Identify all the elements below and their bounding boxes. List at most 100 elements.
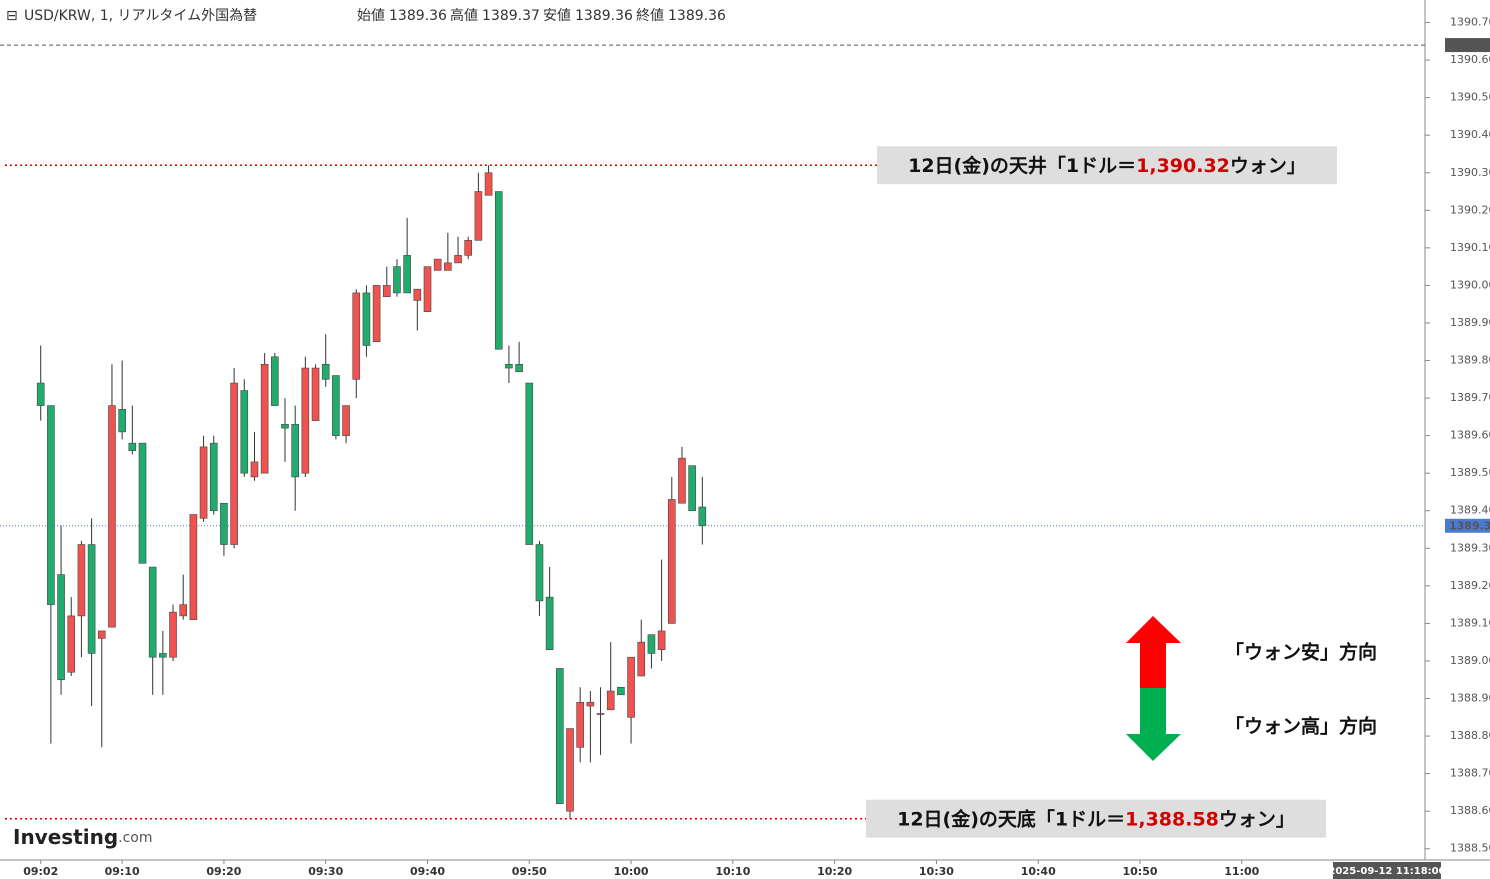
y-tick-label: 1388.50 — [1450, 842, 1490, 855]
y-tick-label: 1389.20 — [1450, 579, 1490, 592]
ohlc-label: 高値 — [450, 7, 478, 24]
candle — [535, 540, 544, 616]
candle — [97, 630, 106, 748]
candle-body — [372, 285, 381, 343]
header-icon: ⊟ — [6, 8, 18, 24]
candle — [108, 364, 116, 628]
y-tick-label: 1389.10 — [1450, 616, 1490, 629]
candle-body — [240, 390, 249, 474]
logo-name: Investing — [13, 825, 118, 849]
candle — [240, 379, 249, 477]
y-tick-label: 1389.00 — [1450, 654, 1490, 667]
candle — [189, 514, 198, 620]
candle — [382, 266, 391, 297]
candle-body — [77, 544, 86, 617]
candle — [576, 687, 584, 763]
y-tick-label: 1389.60 — [1450, 429, 1490, 442]
candle-body — [148, 566, 157, 658]
candle — [372, 285, 381, 343]
x-tick-label: 09:40 — [410, 865, 445, 878]
y-tick-label: 1390.50 — [1450, 91, 1490, 104]
candle-body — [230, 382, 238, 545]
candle — [494, 191, 503, 350]
y-tick-label: 1390.00 — [1450, 278, 1490, 291]
y-tick-label: 1388.70 — [1450, 767, 1490, 780]
candle-body — [566, 728, 574, 812]
candle — [260, 353, 269, 474]
candle — [301, 356, 310, 477]
y-tick-label: 1390.40 — [1450, 128, 1490, 141]
candle-body — [67, 615, 76, 673]
candle — [67, 597, 76, 676]
candle-body — [576, 701, 584, 748]
cursor-label-box — [1333, 862, 1441, 879]
ohlc-value: 1389.36 — [668, 8, 726, 24]
x-tick-label: 10:30 — [919, 865, 954, 878]
candle-body — [403, 255, 411, 294]
candle — [688, 465, 696, 512]
candle — [250, 431, 259, 481]
y-tick-label: 1388.80 — [1450, 729, 1490, 742]
candle — [474, 172, 483, 241]
candle-body — [342, 405, 350, 436]
candle-body — [545, 596, 554, 650]
y-tick-label: 1389.70 — [1450, 391, 1490, 404]
price-label: 1389.36 — [1449, 519, 1490, 532]
candle-body — [627, 656, 635, 718]
candle — [352, 289, 361, 399]
candle — [291, 405, 299, 511]
candle-body — [36, 382, 45, 406]
candle — [515, 341, 523, 373]
candle-body — [199, 446, 208, 519]
candle — [209, 435, 218, 515]
candle-body — [57, 574, 65, 681]
candle — [321, 334, 330, 387]
logo: Investing.com — [13, 825, 153, 849]
candle — [596, 687, 605, 755]
y-tick-label: 1390.70 — [1450, 16, 1490, 29]
y-tick-label: 1389.90 — [1450, 316, 1490, 329]
ohlc-label: 安値 — [543, 8, 571, 24]
candle — [586, 691, 595, 763]
candle-body — [596, 713, 605, 715]
candle — [423, 266, 432, 313]
candle — [657, 559, 666, 661]
candle — [433, 258, 442, 271]
annotation-box — [866, 799, 1326, 838]
annotation-after: ウォン」 — [1230, 155, 1306, 177]
symbol: USD/KRW, 1, リアルタイム外国為替 — [24, 8, 257, 24]
y-tick-label: 1388.60 — [1450, 804, 1490, 817]
candle — [57, 525, 65, 695]
candle-body — [637, 641, 646, 677]
candle-body — [688, 465, 696, 512]
y-tick-label: 1390.20 — [1450, 203, 1490, 216]
price-label: 1390.64 — [1449, 39, 1490, 52]
candle — [403, 217, 411, 294]
candle-body — [423, 266, 432, 313]
candle-body — [454, 255, 462, 264]
candle-body — [433, 258, 442, 271]
candle — [179, 574, 188, 620]
candle — [667, 476, 676, 624]
candle-body — [393, 266, 401, 294]
y-tick-label: 1390.10 — [1450, 241, 1490, 254]
candle — [464, 236, 473, 260]
y-tick-label: 1388.90 — [1450, 692, 1490, 705]
candle-body — [444, 262, 452, 271]
x-tick-label: 10:20 — [817, 865, 852, 878]
candle — [393, 259, 401, 297]
candle — [138, 442, 147, 564]
candle-body — [678, 457, 686, 504]
annotation-box — [877, 146, 1337, 185]
candle-body — [535, 544, 544, 602]
candle-body — [647, 634, 656, 654]
candle-body — [525, 382, 534, 545]
candle-body — [87, 544, 96, 654]
candle — [36, 345, 45, 421]
candle-body — [494, 191, 503, 350]
x-tick-label: 10:00 — [614, 865, 649, 878]
candle — [87, 518, 96, 707]
annotation-value: 1,388.58 — [1125, 808, 1219, 830]
candle-body — [118, 409, 126, 433]
